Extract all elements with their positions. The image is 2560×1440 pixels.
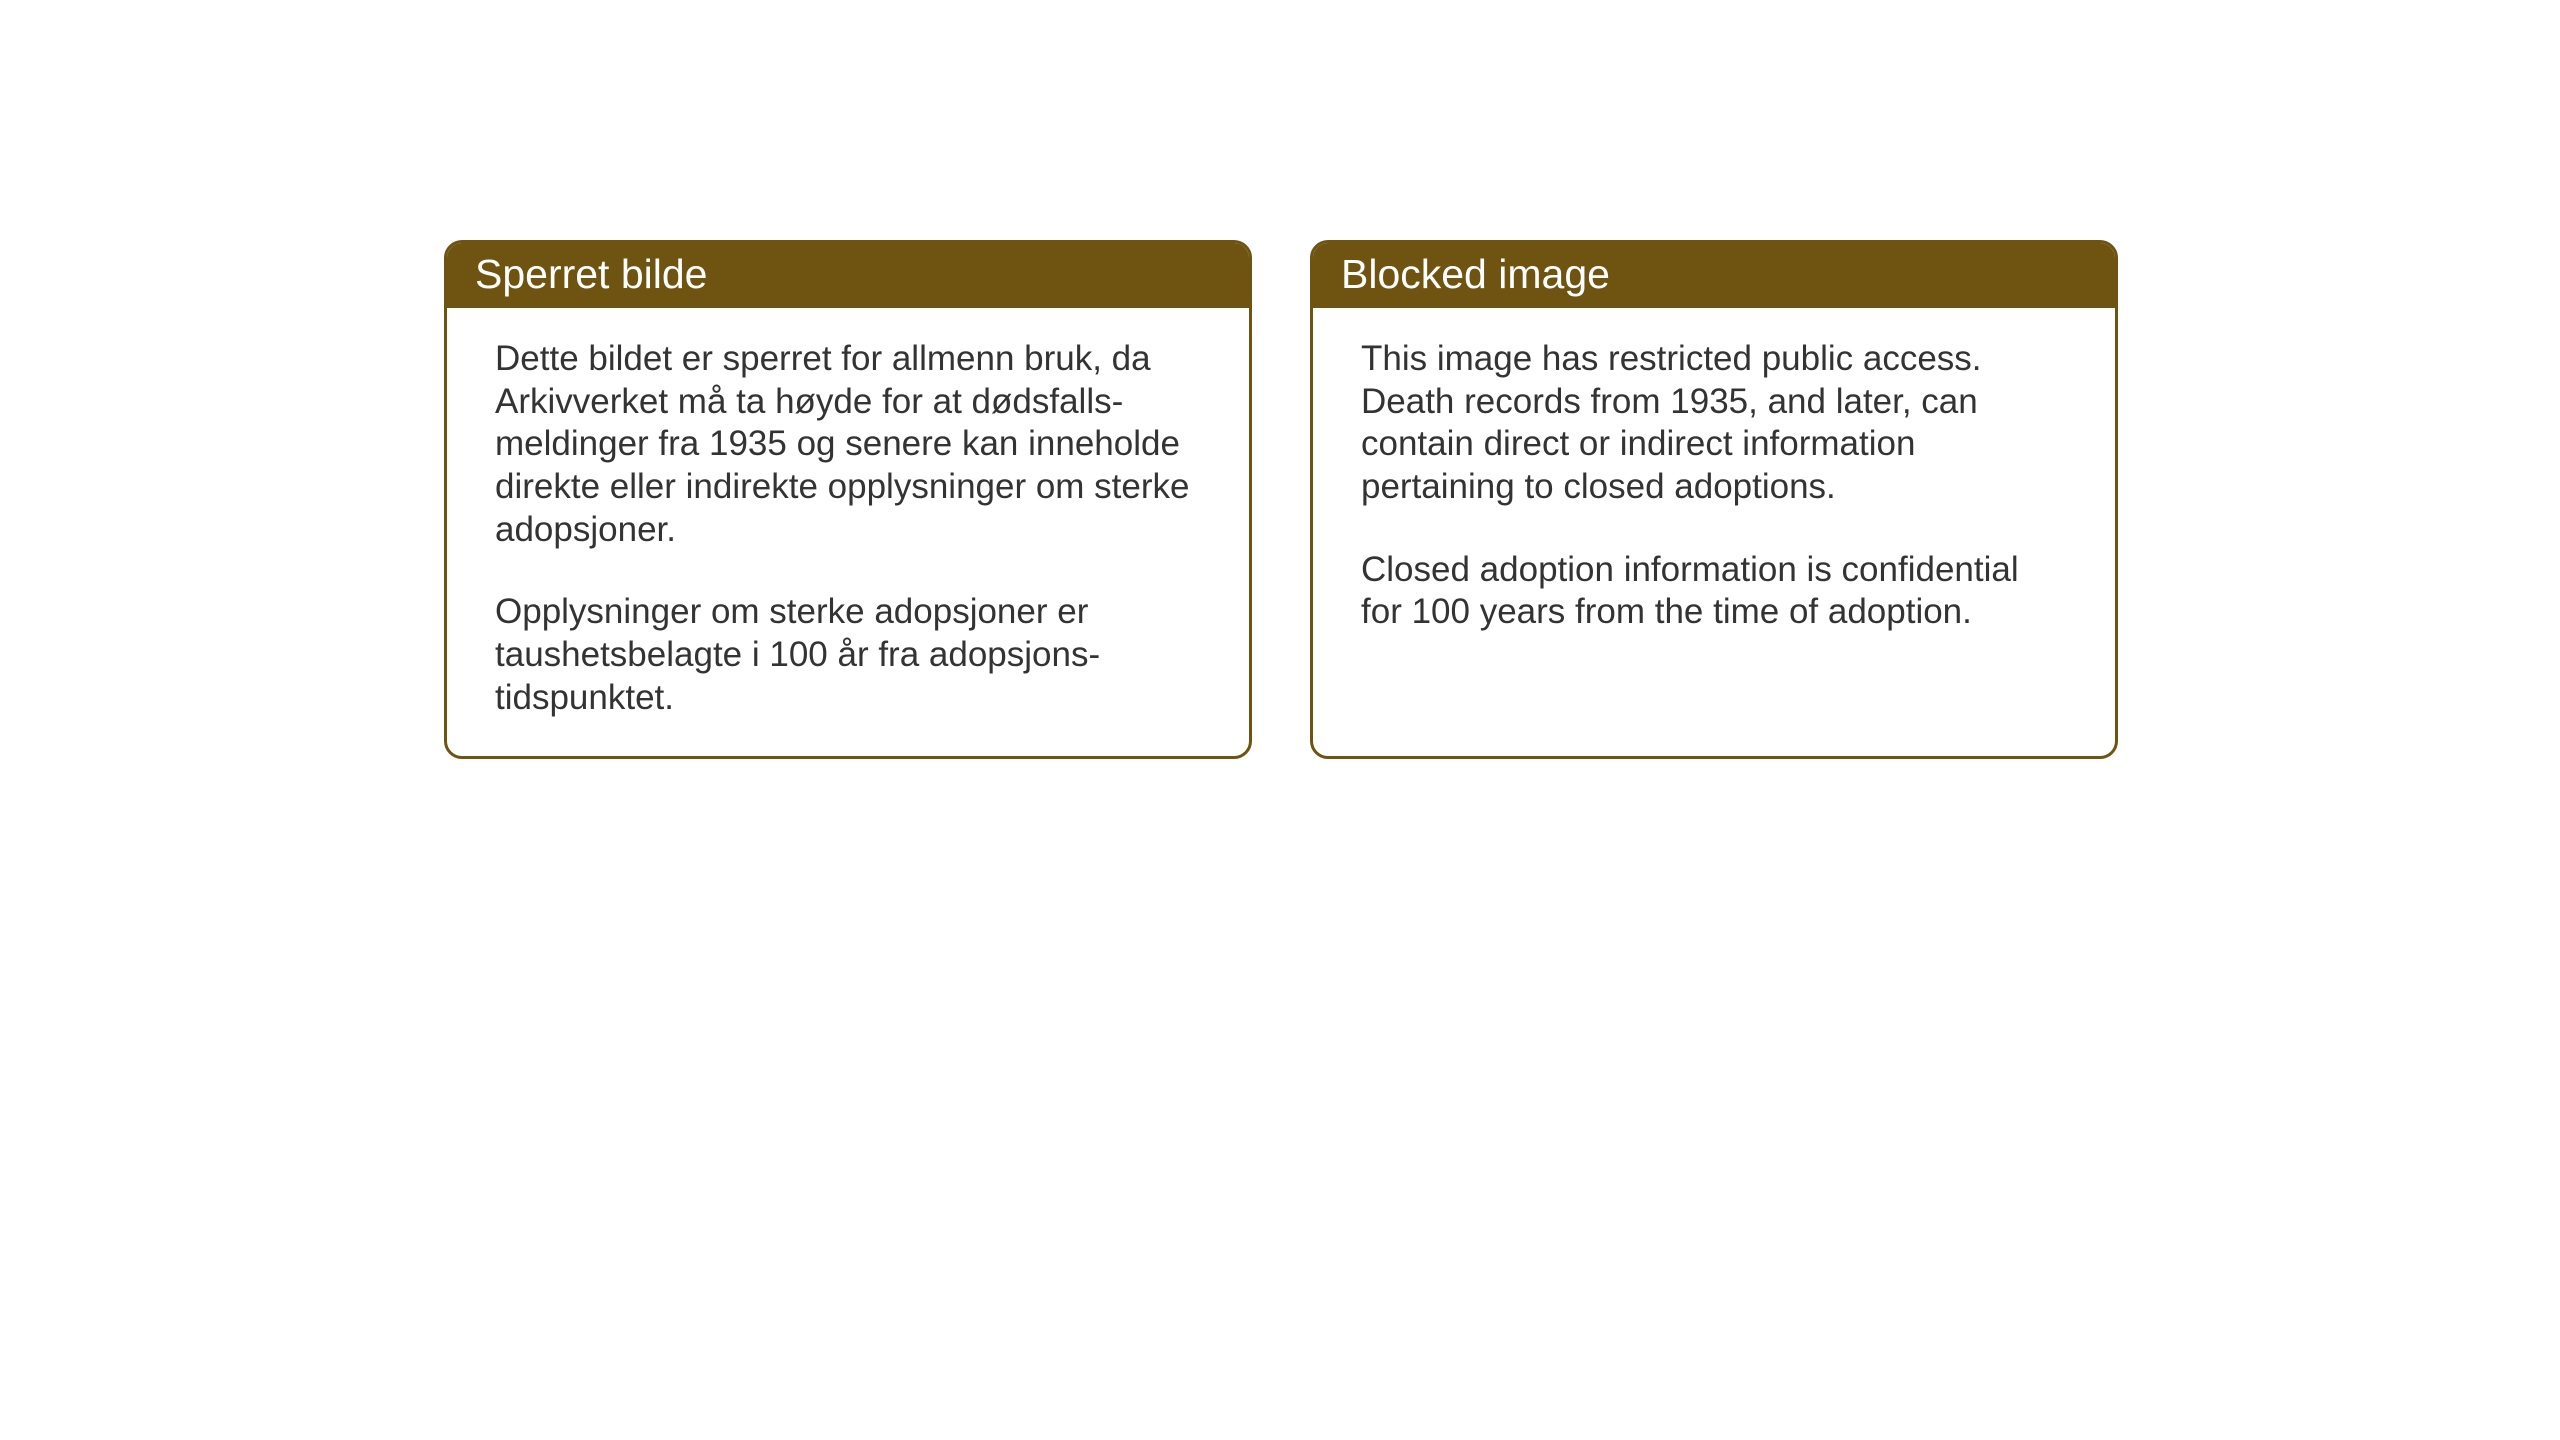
notice-card-english: Blocked image This image has restricted … — [1310, 240, 2118, 759]
notice-body-norwegian: Dette bildet er sperret for allmenn bruk… — [447, 308, 1249, 756]
notice-paragraph-1-norwegian: Dette bildet er sperret for allmenn bruk… — [495, 338, 1201, 551]
notice-title-english: Blocked image — [1341, 251, 1610, 297]
notice-card-norwegian: Sperret bilde Dette bildet er sperret fo… — [444, 240, 1252, 759]
notice-header-english: Blocked image — [1313, 243, 2115, 308]
notice-title-norwegian: Sperret bilde — [475, 251, 707, 297]
notice-paragraph-2-english: Closed adoption information is confident… — [1361, 549, 2067, 634]
notice-paragraph-2-norwegian: Opplysninger om sterke adopsjoner er tau… — [495, 591, 1201, 719]
notice-header-norwegian: Sperret bilde — [447, 243, 1249, 308]
notice-body-english: This image has restricted public access.… — [1313, 308, 2115, 670]
notice-paragraph-1-english: This image has restricted public access.… — [1361, 338, 2067, 509]
notice-container: Sperret bilde Dette bildet er sperret fo… — [444, 240, 2118, 759]
